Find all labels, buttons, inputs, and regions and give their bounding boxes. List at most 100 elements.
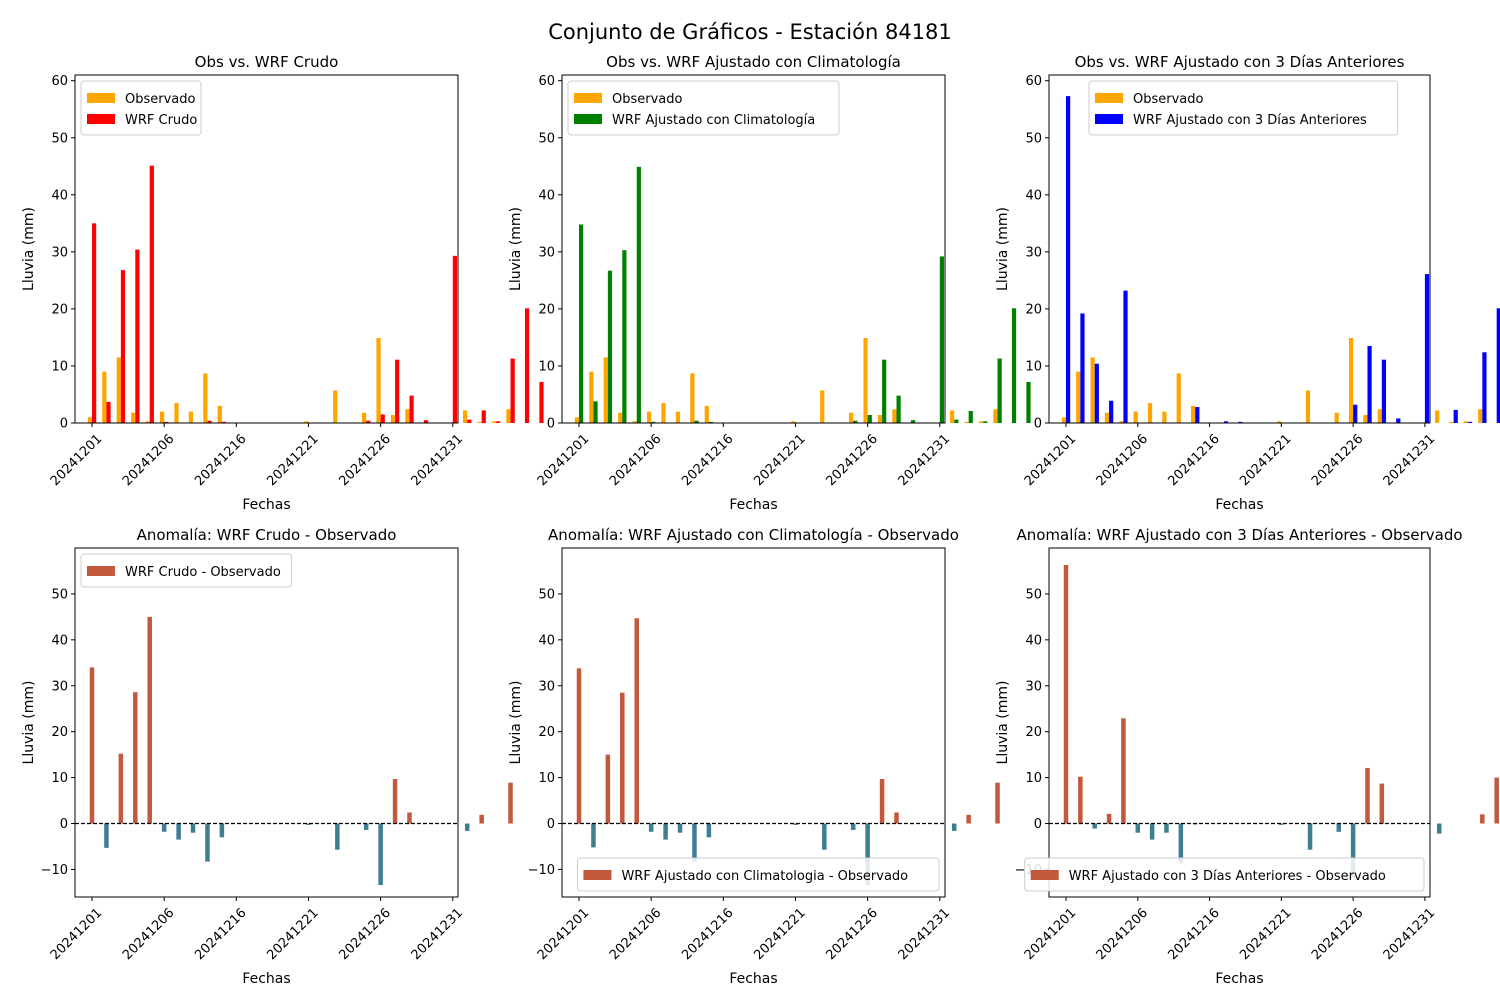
observado-bar	[950, 410, 955, 423]
anomaly-bar	[104, 823, 109, 848]
anomaly-bar	[894, 812, 899, 824]
observado-bar	[1133, 411, 1138, 423]
observado-bar	[1449, 421, 1454, 423]
observado-bar	[1162, 411, 1167, 423]
wrf-bar	[1467, 421, 1473, 423]
subplot-title: Anomalía: WRF Crudo - Observado	[137, 526, 397, 544]
x-axis-label: Fechas	[729, 497, 777, 513]
wrf-bar	[853, 420, 858, 423]
wrf-bar	[867, 415, 872, 423]
y-axis-label: Lluvia (mm)	[21, 681, 37, 765]
anomaly-bar	[879, 778, 885, 824]
y-tick-label: 50	[538, 131, 555, 146]
legend-box	[576, 857, 940, 892]
observado-bar	[102, 371, 107, 423]
wrf-bar	[1223, 421, 1229, 423]
wrf-bar	[1238, 421, 1243, 423]
wrf-bar	[968, 411, 973, 423]
x-tick-label: 20241221	[751, 432, 808, 489]
observado-bar	[632, 421, 637, 423]
y-tick-label: 0	[1034, 417, 1042, 432]
legend-box	[567, 80, 840, 136]
x-tick-label: 20241216	[192, 906, 249, 963]
anomaly-bar	[407, 812, 412, 824]
legend-swatch	[574, 114, 602, 124]
anomaly-bar	[951, 823, 957, 831]
y-tick-label: 30	[538, 679, 555, 694]
x-tick-label: 20241201	[48, 906, 105, 963]
x-axis-label: Fechas	[1215, 971, 1263, 987]
observado-bar	[574, 417, 579, 423]
subplot-title: Anomalía: WRF Ajustado con Climatología …	[548, 526, 959, 544]
wrf-bar	[1482, 352, 1487, 423]
legend-box	[1024, 857, 1425, 892]
x-tick-label: 20241216	[679, 432, 736, 489]
wrf-bar	[983, 421, 988, 423]
wrf-bar	[452, 255, 457, 423]
anomaly-bar	[620, 692, 625, 824]
anomaly-bar	[118, 753, 124, 824]
y-tick-label: 50	[1025, 587, 1042, 602]
observado-bar	[1076, 371, 1081, 423]
wrf-bar	[106, 401, 111, 423]
subplot-3: Obs vs. WRF Ajustado con 3 Días Anterior…	[995, 53, 1500, 513]
anomaly-bar	[363, 823, 369, 830]
observado-bar	[690, 373, 695, 423]
legend-label: Observado	[1133, 92, 1204, 107]
anomaly-bar	[1178, 823, 1184, 864]
y-tick-label: 20	[538, 725, 555, 740]
anomaly-bar	[133, 692, 138, 824]
x-tick-label: 20241231	[1381, 906, 1438, 963]
wrf-bar	[395, 359, 400, 423]
observado-bar	[675, 411, 681, 423]
anomaly-bar	[1480, 814, 1485, 824]
subplot-4: Anomalía: WRF Crudo - Observado −10 0 10 20 3…	[21, 526, 513, 987]
x-tick-label: 20241216	[679, 906, 736, 963]
anomaly-bar	[966, 814, 971, 824]
anomaly-bar	[1164, 823, 1169, 833]
observado-bar	[390, 415, 396, 423]
observado-bar	[477, 421, 482, 423]
anomaly-bar	[392, 778, 398, 824]
x-tick-label: 20241206	[120, 906, 177, 963]
y-tick-label: 40	[51, 188, 68, 203]
x-tick-label: 20241201	[1022, 432, 1079, 489]
y-tick-label: 40	[538, 633, 555, 648]
x-tick-label: 20241231	[409, 432, 466, 489]
observado-bar	[1191, 405, 1196, 423]
observado-bar	[1119, 421, 1124, 423]
wrf-bar	[954, 419, 959, 423]
anomaly-bar	[1063, 564, 1069, 824]
observado-bar	[506, 409, 511, 423]
wrf-bar	[1396, 418, 1401, 423]
y-tick-label: 50	[51, 587, 68, 602]
wrf-bar	[524, 308, 530, 423]
y-axis-label: Lluvia (mm)	[21, 207, 37, 291]
observado-bar	[892, 409, 897, 423]
x-tick-label: 20241206	[1094, 432, 1151, 489]
y-tick-label: 10	[1025, 359, 1042, 374]
wrf-bar	[1109, 400, 1114, 423]
observado-bar	[1090, 357, 1095, 423]
subplot-title: Anomalía: WRF Ajustado con 3 Días Anteri…	[1016, 526, 1462, 544]
axes-frame	[561, 547, 946, 898]
anomaly-bar	[634, 618, 639, 824]
wrf-bar	[939, 256, 944, 423]
y-tick-label: −10	[528, 863, 555, 878]
legend-box	[1088, 80, 1399, 136]
wrf-bar	[423, 420, 429, 423]
x-tick-label: 20241216	[1165, 906, 1222, 963]
x-tick-label: 20241226	[1309, 432, 1366, 489]
legend-label: Observado	[125, 92, 196, 107]
anomaly-bar	[850, 823, 856, 830]
x-tick-label: 20241221	[264, 906, 321, 963]
wrf-bar	[607, 270, 613, 423]
y-tick-label: 30	[1025, 679, 1042, 694]
anomaly-bar	[605, 754, 611, 824]
observado-bar	[304, 421, 309, 423]
wrf-bar	[1080, 313, 1085, 423]
anomaly-bar	[1307, 823, 1313, 850]
axes-frame	[1048, 547, 1431, 898]
x-tick-label: 20241221	[264, 432, 321, 489]
